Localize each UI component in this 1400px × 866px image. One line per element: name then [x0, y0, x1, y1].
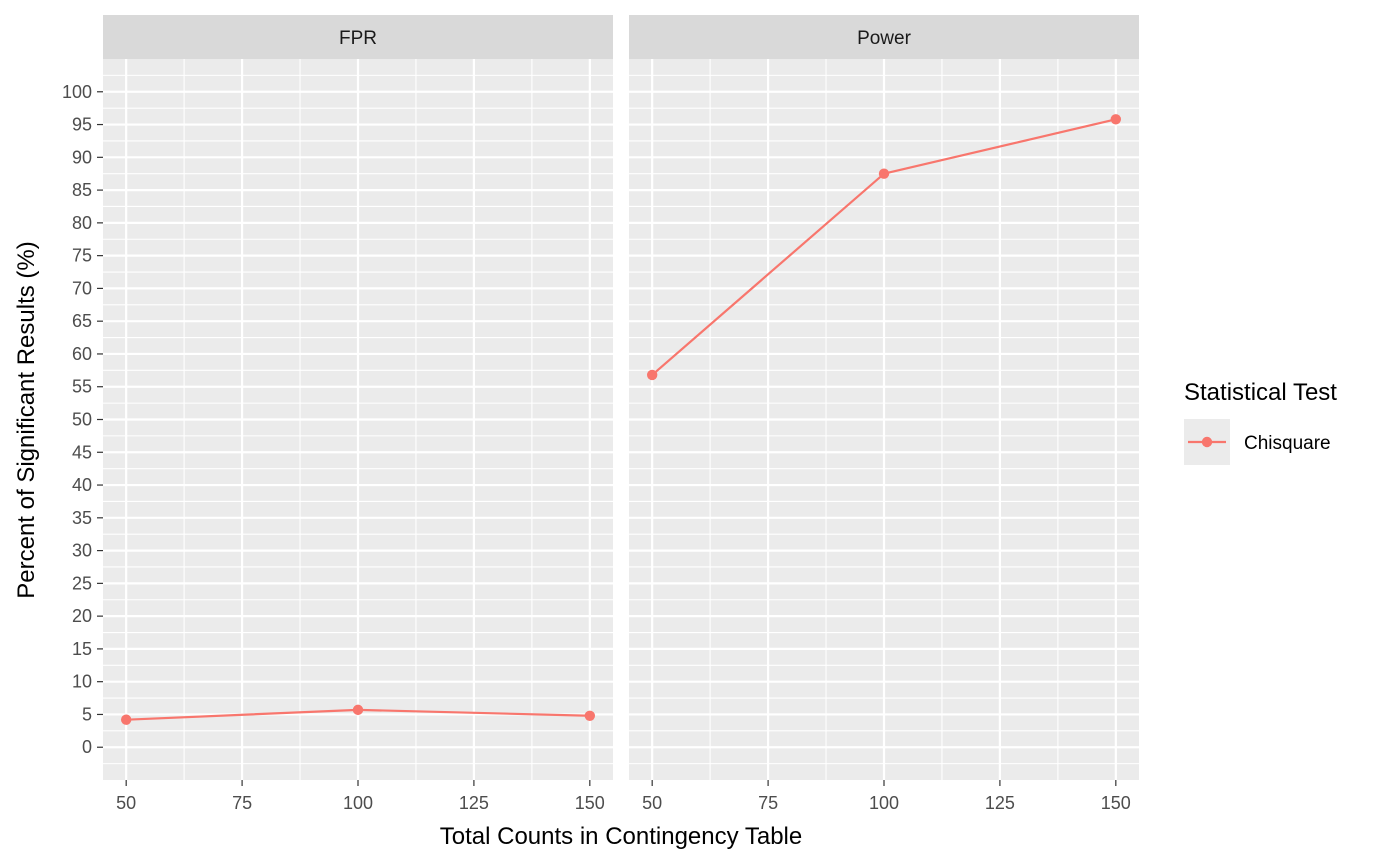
y-tick-label: 75 — [72, 246, 92, 266]
legend-entry: Chisquare — [1184, 419, 1331, 465]
x-tick-label: 50 — [116, 793, 136, 813]
y-tick-label: 65 — [72, 311, 92, 331]
y-tick-label: 80 — [72, 213, 92, 233]
x-tick-label: 150 — [575, 793, 605, 813]
y-tick-label: 10 — [72, 672, 92, 692]
y-tick-label: 35 — [72, 508, 92, 528]
x-tick-label: 50 — [642, 793, 662, 813]
data-point — [120, 714, 132, 725]
facet-strip-label: FPR — [339, 28, 377, 49]
x-tick-label: 100 — [343, 793, 373, 813]
y-tick-label: 45 — [72, 442, 92, 462]
legend-entry-label: Chisquare — [1244, 433, 1331, 454]
data-point — [646, 369, 658, 381]
x-tick-label: 75 — [232, 793, 252, 813]
data-point — [352, 704, 364, 716]
y-tick-label: 50 — [72, 410, 92, 430]
data-point — [584, 710, 596, 721]
y-tick-label: 0 — [82, 737, 92, 757]
y-tick-label: 70 — [72, 278, 92, 298]
x-axis-title: Total Counts in Contingency Table — [440, 823, 802, 850]
y-tick-label: 30 — [72, 541, 92, 561]
x-tick-label: 100 — [869, 793, 899, 813]
y-tick-label: 85 — [72, 180, 92, 200]
x-tick-label: 125 — [459, 793, 489, 813]
facet-strip-label: Power — [857, 28, 912, 49]
facet-strip — [103, 15, 613, 59]
legend-items: Chisquare — [1184, 419, 1331, 465]
x-tick-label: 75 — [758, 793, 778, 813]
facet-panels: FPR 50 75 100 125 150 0 5 10 15 20 25 30 35 40 45 50 55 60… — [62, 15, 1139, 813]
y-tick-label: 40 — [72, 475, 92, 495]
legend-title: Statistical Test — [1184, 379, 1337, 406]
y-tick-label: 15 — [72, 639, 92, 659]
data-point — [878, 168, 890, 179]
legend-key-point — [1201, 436, 1213, 448]
y-tick-label: 90 — [72, 147, 92, 167]
y-tick-label: 55 — [72, 377, 92, 397]
x-tick-label: 125 — [985, 793, 1015, 813]
y-tick-label: 60 — [72, 344, 92, 364]
facet-strip — [629, 15, 1139, 59]
y-tick-label: 25 — [72, 573, 92, 593]
y-tick-label: 20 — [72, 606, 92, 626]
y-tick-label: 95 — [72, 115, 92, 135]
legend: Statistical Test Chisquare — [1184, 379, 1337, 465]
y-tick-label: 5 — [82, 704, 92, 724]
y-axis-title: Percent of Significant Results (%) — [13, 241, 40, 598]
facet-fpr: FPR 50 75 100 125 150 0 5 10 15 20 25 30 35 40 45 50 55 60… — [62, 15, 613, 813]
y-tick-label: 100 — [62, 82, 92, 102]
facet-power: Power 50 75 100 125 150 — [629, 15, 1139, 813]
x-tick-label: 150 — [1101, 793, 1131, 813]
data-point — [1110, 114, 1122, 125]
